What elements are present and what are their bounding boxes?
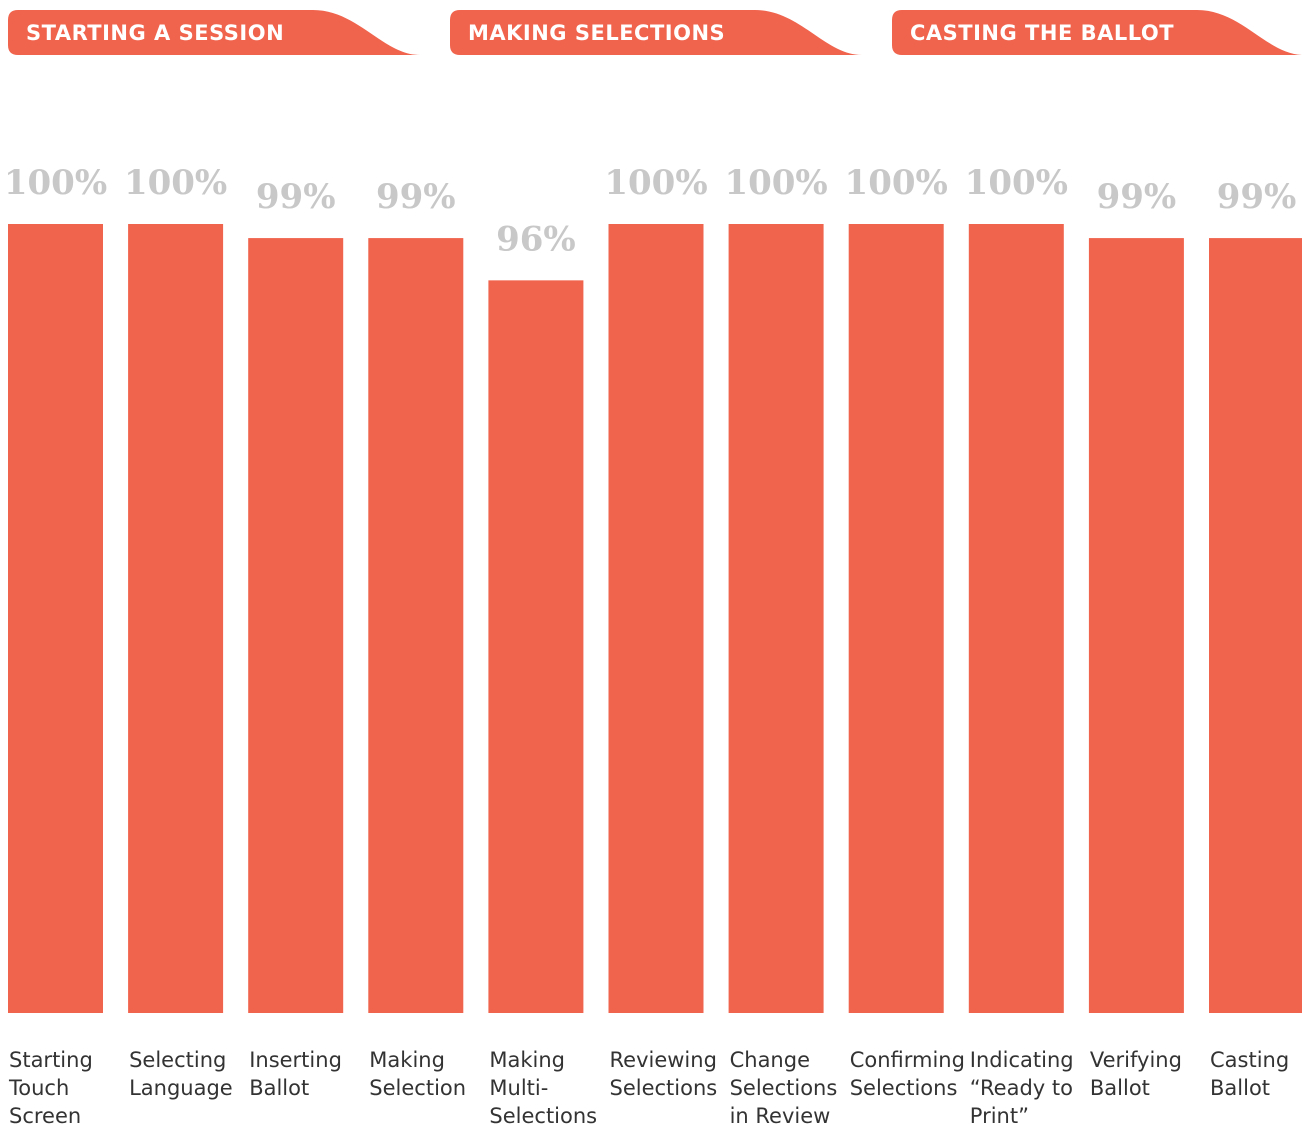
x-tick-label: Reviewing Selections [609, 1048, 718, 1100]
bar [368, 238, 464, 1013]
value-label: 100% [845, 163, 948, 203]
value-label: 99% [376, 177, 456, 217]
x-tick-label: Change Selections in Review [729, 1048, 838, 1128]
value-label: 100% [724, 163, 827, 203]
x-tick-label: Making Multi-Selections [489, 1048, 598, 1128]
section-title: MAKING SELECTIONS [468, 21, 725, 45]
section-banner [8, 10, 420, 55]
value-label: 100% [124, 163, 227, 203]
x-tick-label: Making Selection [369, 1048, 467, 1100]
section-title: CASTING THE BALLOT [910, 21, 1174, 45]
section-banner [892, 10, 1302, 55]
section-title: STARTING A SESSION [26, 21, 284, 45]
value-label: 99% [1217, 177, 1297, 217]
bar [8, 224, 103, 1013]
bar [128, 224, 224, 1013]
value-label: 100% [965, 163, 1068, 203]
bar [728, 224, 824, 1013]
value-label: 96% [496, 219, 576, 259]
x-tick-label: Indicating “Ready to Print” [969, 1048, 1074, 1128]
value-label: 100% [4, 163, 107, 203]
value-label: 99% [1097, 177, 1177, 217]
x-tick-label: Confirming Selections [849, 1048, 965, 1100]
bar [1088, 238, 1184, 1013]
bar [1209, 238, 1302, 1013]
bar [968, 224, 1064, 1013]
x-tick-label: Inserting Ballot [249, 1048, 342, 1100]
bar [248, 238, 344, 1013]
section-banner [450, 10, 862, 55]
x-tick-label: Verifying Ballot [1089, 1048, 1182, 1100]
bar [608, 224, 704, 1013]
x-tick-label: Starting Touch Screen [9, 1048, 93, 1128]
x-tick-label: Casting Ballot [1210, 1048, 1290, 1100]
bar [488, 280, 584, 1013]
bar [848, 224, 944, 1013]
value-label: 99% [256, 177, 336, 217]
x-tick-label: Selecting Language [129, 1048, 233, 1100]
value-label: 100% [604, 163, 707, 203]
